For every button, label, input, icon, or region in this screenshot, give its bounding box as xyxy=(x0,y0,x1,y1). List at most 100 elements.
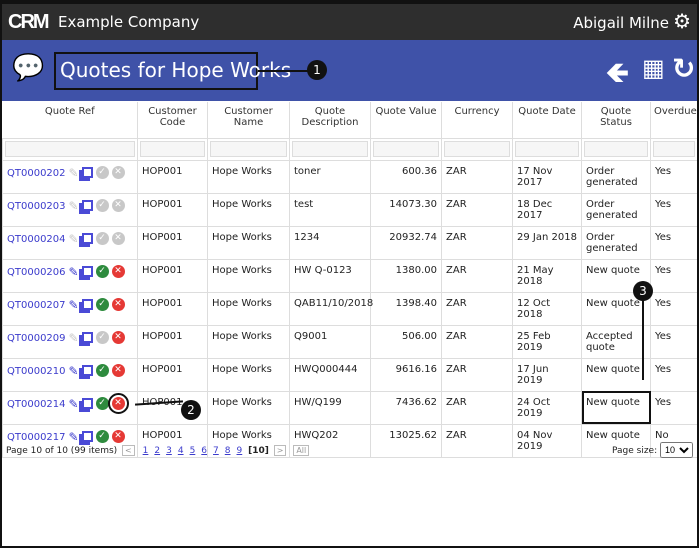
reject-icon[interactable]: ✕ xyxy=(111,331,125,344)
pager-summary: Page 10 of 10 (99 items) xyxy=(6,446,118,456)
quote-date: 18 Dec 2017 xyxy=(512,192,582,227)
reject-icon[interactable]: ✕ xyxy=(111,430,125,443)
column-header[interactable]: Quote Status xyxy=(581,102,651,138)
next-page-button[interactable]: > xyxy=(273,445,287,456)
reject-icon: ✕ xyxy=(111,232,125,245)
customer-name: Hope Works xyxy=(207,324,290,359)
quote-ref-link[interactable]: QT0000214 xyxy=(7,398,66,410)
page-size-select[interactable]: 10 xyxy=(660,442,693,458)
column-header[interactable]: Currency xyxy=(441,102,513,138)
title-bar: 💬 Quotes for Hope Works 1 🡸 ▦ ↻ xyxy=(2,40,697,101)
copy-icon[interactable] xyxy=(81,200,93,211)
filter-input[interactable] xyxy=(653,140,695,157)
page-link[interactable]: 5 xyxy=(189,446,196,456)
quote-ref-link[interactable]: QT0000217 xyxy=(7,431,66,443)
accept-icon[interactable]: ✓ xyxy=(95,397,109,410)
quote-ref-link[interactable]: QT0000210 xyxy=(7,365,66,377)
gear-icon[interactable]: ⚙ xyxy=(673,9,691,33)
accept-icon[interactable]: ✓ xyxy=(95,298,109,311)
page-link[interactable]: 7 xyxy=(213,446,219,456)
reject-icon[interactable]: ✕ xyxy=(107,393,129,414)
all-pages-button[interactable]: All xyxy=(293,445,310,456)
filter-input[interactable] xyxy=(584,140,648,157)
page-link[interactable]: 8 xyxy=(224,446,231,456)
refresh-icon[interactable]: ↻ xyxy=(672,52,696,85)
quote-value: 20932.74 xyxy=(370,225,442,260)
copy-icon[interactable] xyxy=(81,365,93,376)
filter-input[interactable] xyxy=(210,140,287,157)
quote-ref-link[interactable]: QT0000209 xyxy=(7,332,66,344)
reject-icon[interactable]: ✕ xyxy=(111,364,125,377)
page-link[interactable]: 6 xyxy=(201,446,208,456)
filter-input[interactable] xyxy=(140,140,205,157)
copy-icon[interactable] xyxy=(81,233,93,244)
currency: ZAR xyxy=(441,390,513,425)
copy-icon[interactable] xyxy=(81,266,93,277)
quote-description: toner xyxy=(289,159,371,194)
filter-input[interactable] xyxy=(444,140,510,157)
filter-input[interactable] xyxy=(373,140,439,157)
edit-icon[interactable]: ✎ xyxy=(68,396,79,411)
quote-ref-link[interactable]: QT0000203 xyxy=(7,200,66,212)
copy-icon[interactable] xyxy=(81,332,93,343)
filter-input[interactable] xyxy=(515,140,579,157)
accept-icon: ✓ xyxy=(95,232,109,245)
quote-ref-link[interactable]: QT0000206 xyxy=(7,266,66,278)
accept-icon[interactable]: ✓ xyxy=(95,430,109,443)
accept-icon[interactable]: ✓ xyxy=(95,265,109,278)
building-icon[interactable]: ▦ xyxy=(642,54,665,82)
column-header[interactable]: Quote Date xyxy=(512,102,582,138)
filter-input[interactable] xyxy=(292,140,368,157)
quote-ref-link[interactable]: QT0000202 xyxy=(7,167,66,179)
callout-2: 2 xyxy=(181,400,201,420)
edit-icon[interactable]: ✎ xyxy=(68,264,79,279)
table-row: QT0000203 ✎ ✓ ✕ HOP001 Hope Works test 14073.30… xyxy=(2,192,698,227)
copy-icon[interactable] xyxy=(81,299,93,310)
copy-icon[interactable] xyxy=(81,431,93,442)
edit-icon[interactable]: ✎ xyxy=(68,297,79,312)
quote-description: HWQ202 xyxy=(289,423,371,458)
column-header[interactable]: Customer Code xyxy=(137,102,208,138)
accept-icon[interactable]: ✓ xyxy=(95,364,109,377)
edit-icon[interactable]: ✎ xyxy=(68,429,79,444)
quotes-table: Quote Ref Customer Code Customer Name Quote… xyxy=(2,102,698,458)
column-header[interactable]: Quote Description xyxy=(289,102,371,138)
customer-name: Hope Works xyxy=(207,423,290,458)
quote-description: HW/Q199 xyxy=(289,390,371,425)
page-link[interactable]: 2 xyxy=(154,446,161,456)
reject-icon[interactable]: ✕ xyxy=(111,265,125,278)
filter-cell xyxy=(289,137,371,161)
reject-icon[interactable]: ✕ xyxy=(111,298,125,311)
customer-code: HOP001 xyxy=(137,423,208,458)
page-link[interactable]: 1 xyxy=(142,446,149,456)
customer-code: HOP001 xyxy=(137,357,208,392)
quote-description: QAB11/10/2018 xyxy=(289,291,373,326)
quote-ref-cell: QT0000202 ✎ ✓ ✕ xyxy=(2,159,138,194)
page-size-label: Page size: xyxy=(611,446,658,456)
back-arrow-icon[interactable]: 🡸 xyxy=(606,56,629,89)
reject-icon: ✕ xyxy=(111,166,125,179)
column-header[interactable]: Customer Name xyxy=(207,102,290,138)
callout-arrow xyxy=(642,300,644,380)
filter-cell xyxy=(2,137,138,161)
currency: ZAR xyxy=(441,423,513,458)
quote-ref-link[interactable]: QT0000204 xyxy=(7,233,66,245)
column-header[interactable]: Quote Value xyxy=(370,102,442,138)
column-header[interactable]: Overdue xyxy=(650,102,698,138)
quote-ref-link[interactable]: QT0000207 xyxy=(7,299,66,311)
callout-1: 1 xyxy=(307,60,327,80)
currency: ZAR xyxy=(441,159,513,194)
quote-date: 17 Nov 2017 xyxy=(512,159,582,194)
edit-icon[interactable]: ✎ xyxy=(68,363,79,378)
prev-page-button[interactable]: < xyxy=(122,445,135,456)
user-name[interactable]: Abigail Milne xyxy=(573,14,669,32)
column-header[interactable]: Quote Ref xyxy=(2,102,138,138)
copy-icon[interactable] xyxy=(81,398,93,409)
page-link[interactable]: 9 xyxy=(236,446,243,456)
page-link[interactable]: 4 xyxy=(177,446,184,456)
copy-icon[interactable] xyxy=(81,167,93,178)
page-link[interactable]: 3 xyxy=(166,446,172,456)
filter-input[interactable] xyxy=(5,140,135,157)
callout-3: 3 xyxy=(633,281,653,301)
